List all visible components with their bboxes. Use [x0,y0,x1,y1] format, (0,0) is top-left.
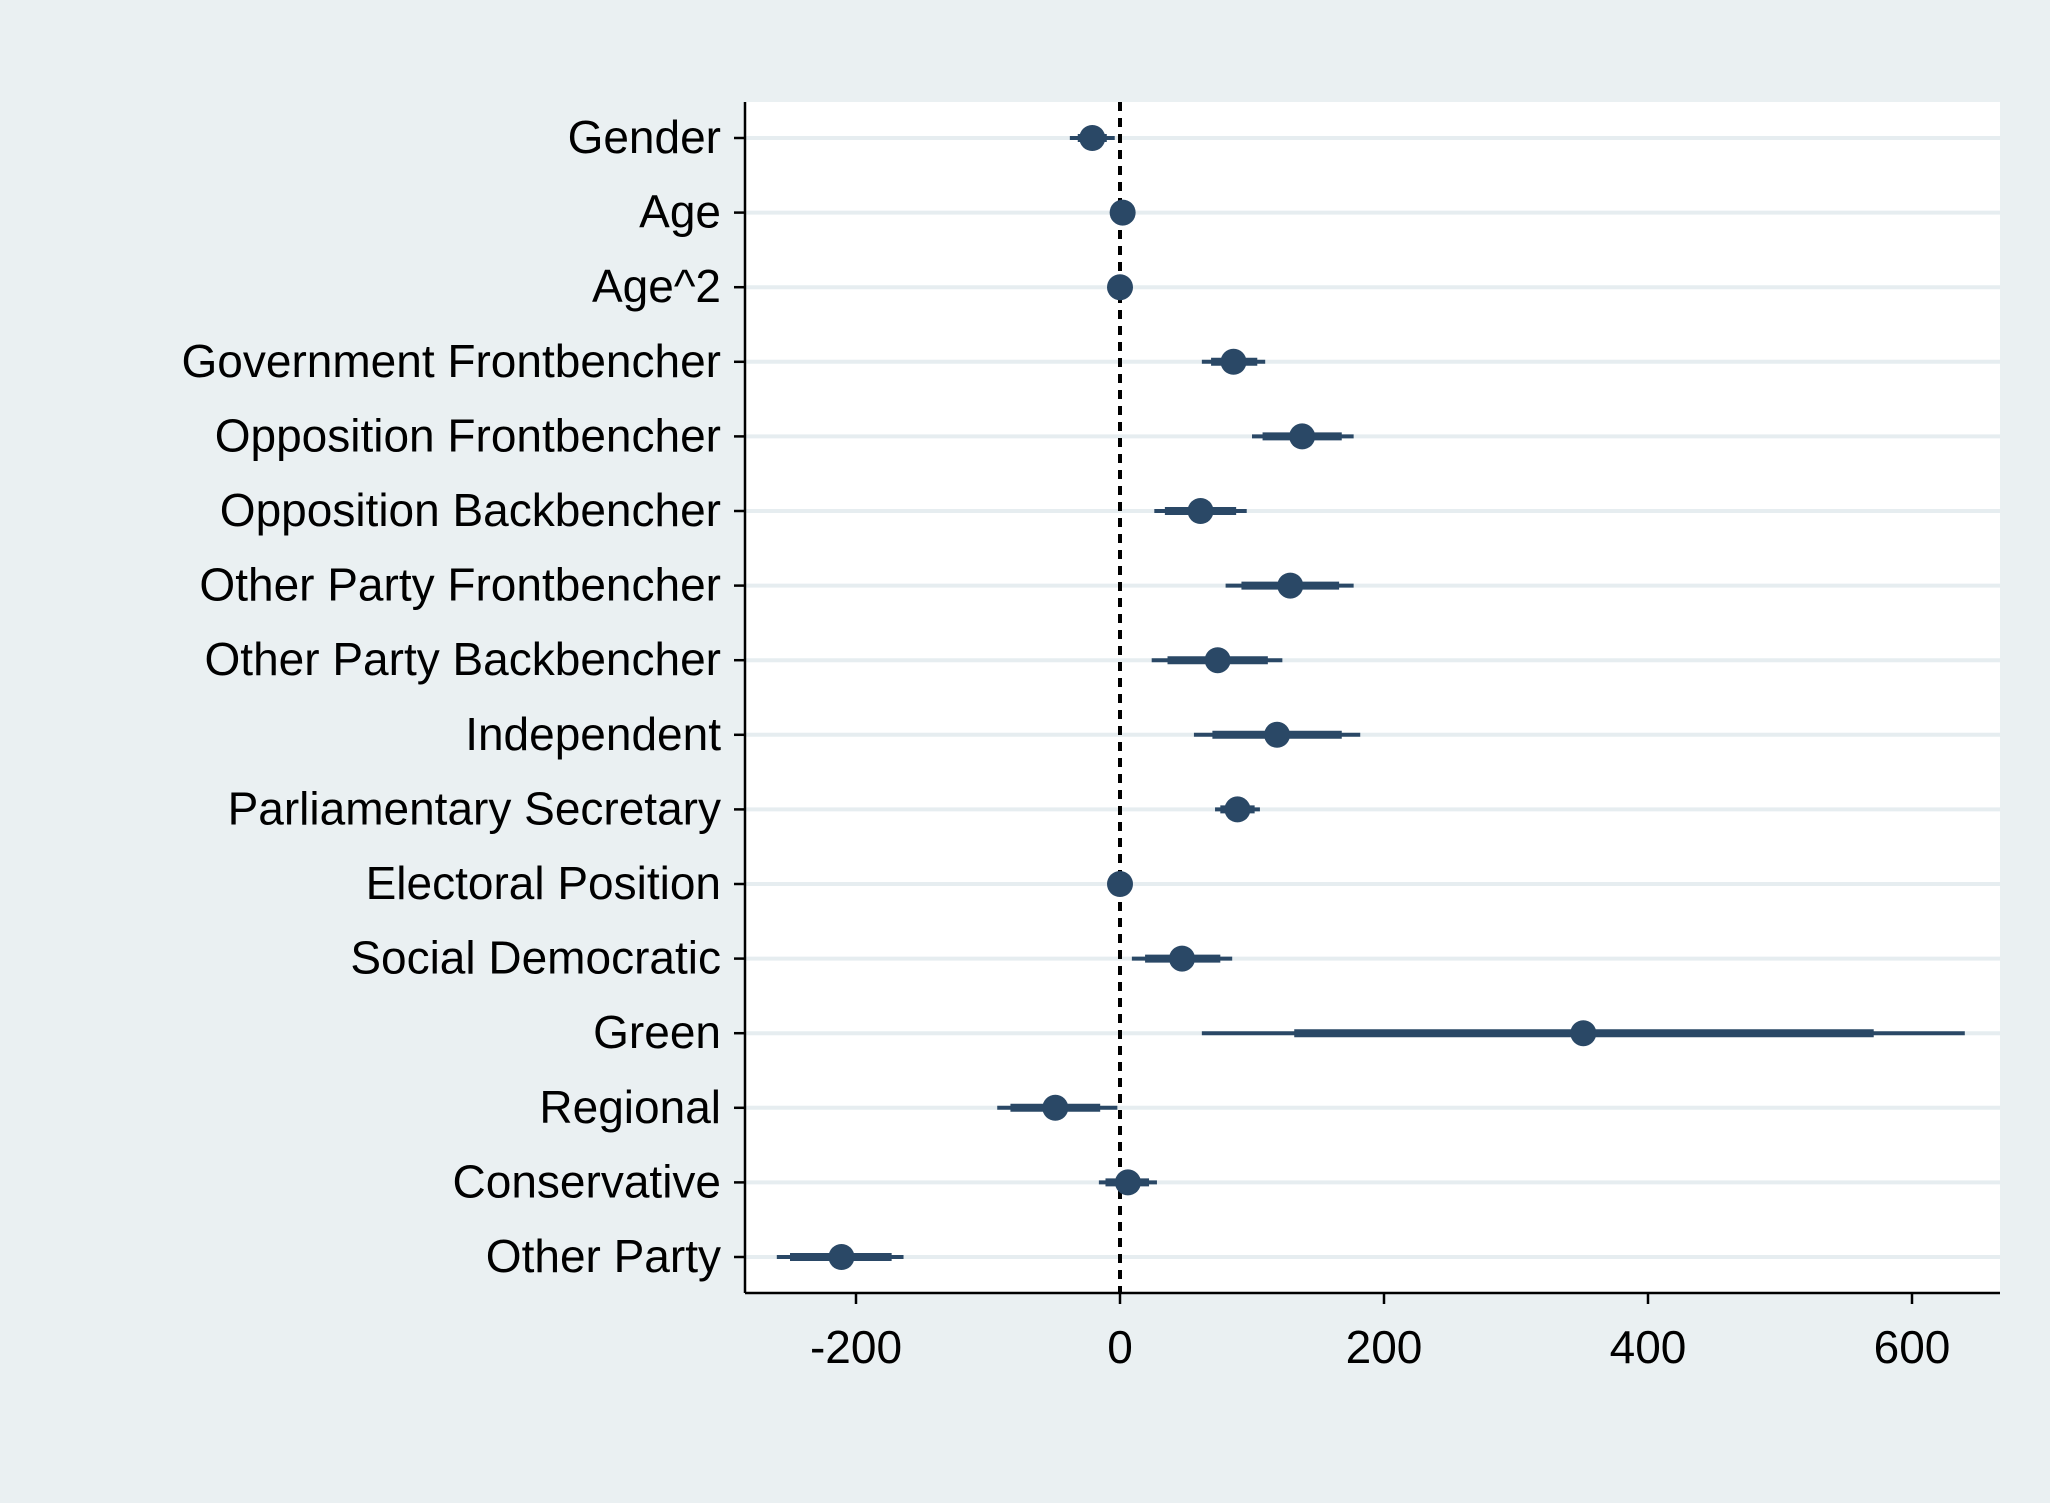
estimate-point [1109,199,1136,226]
point-estimates [828,125,1597,1270]
x-tick-label: 0 [1107,1321,1133,1373]
estimate-point [1107,274,1133,301]
y-tick-label: Electoral Position [366,857,721,909]
y-tick-label: Green [593,1006,721,1058]
axes [734,102,2000,1304]
estimate-point [1169,945,1196,972]
estimate-point [1204,647,1231,674]
estimate-point [1289,423,1316,450]
tick-labels: Gender Age Age^2 Government Frontbencher Opp… [182,111,1951,1373]
y-tick-label: Regional [539,1081,721,1133]
y-tick-label: Opposition Backbencher [220,484,721,536]
estimate-point [1187,498,1214,524]
plot-area [745,102,2000,1293]
y-tick-label: Other Party [486,1230,721,1282]
x-tick-label: -200 [810,1321,902,1373]
y-tick-label: Conservative [453,1155,721,1207]
estimate-point [1042,1094,1069,1121]
estimate-point [1107,871,1133,897]
estimate-point [1224,796,1251,823]
y-tick-label: Opposition Frontbencher [215,409,721,461]
estimate-point [1114,1169,1141,1196]
estimate-point [1277,572,1304,599]
y-tick-label: Age^2 [592,260,721,312]
estimate-point [1220,348,1247,375]
y-tick-label: Independent [465,708,721,760]
y-tick-label: Gender [568,111,721,163]
gridlines [745,136,2000,1259]
y-tick-label: Other Party Backbencher [205,633,721,685]
x-tick-label: 400 [1610,1321,1687,1373]
y-tick-label: Age [639,186,721,238]
y-tick-label: Social Democratic [350,932,721,984]
estimate-point [1570,1020,1597,1047]
estimate-point [1079,125,1106,151]
x-tick-label: 200 [1346,1321,1423,1373]
estimate-point [1264,721,1291,748]
estimate-point [828,1244,855,1270]
x-tick-label: 600 [1874,1321,1951,1373]
y-tick-label: Other Party Frontbencher [199,559,721,611]
y-tick-label: Parliamentary Secretary [228,782,721,834]
y-tick-label: Government Frontbencher [182,335,722,387]
